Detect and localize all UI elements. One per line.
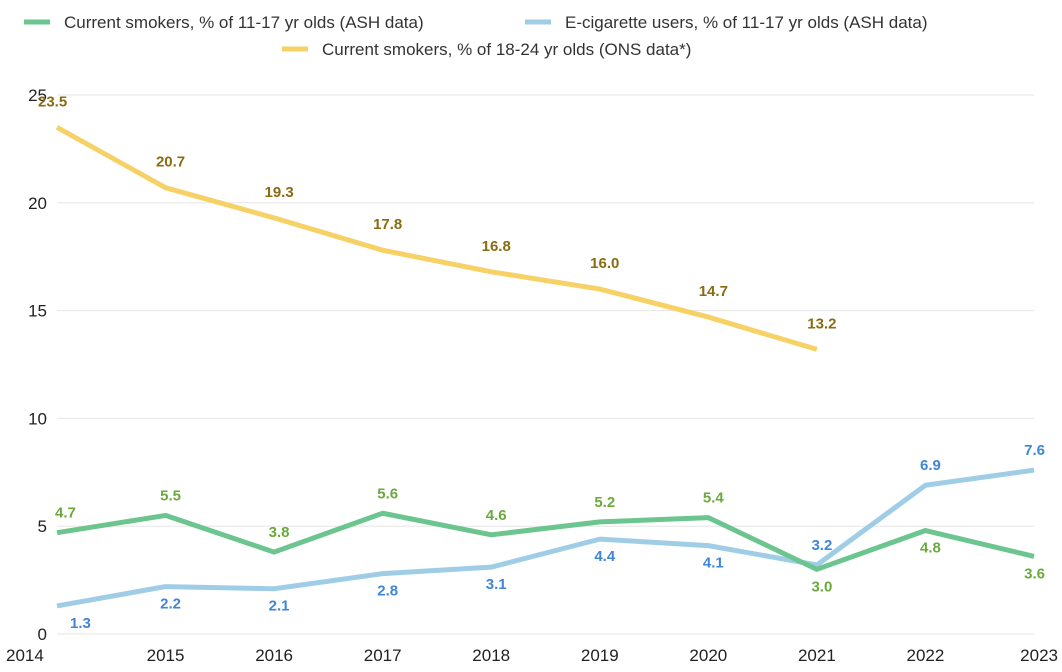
legend-item-adult-smokers: Current smokers, % of 18-24 yr olds (ONS… [282,40,691,59]
legend-item-ecig-users: E-cigarette users, % of 11-17 yr olds (A… [525,13,928,32]
data-label: 2.8 [377,583,398,600]
data-label: 7.6 [1024,442,1045,459]
data-label: 5.4 [703,490,725,507]
data-label: 14.7 [699,283,728,300]
x-tick-label: 2018 [472,646,510,665]
x-tick-label: 2017 [364,646,402,665]
x-tick-label: 2023 [1020,646,1058,665]
data-label: 23.5 [38,93,67,110]
data-label: 16.0 [590,255,619,272]
data-label: 17.8 [373,216,402,233]
series-line-1 [56,467,1035,609]
y-tick-label: 15 [28,302,47,321]
data-label: 13.2 [807,315,836,332]
data-label: 5.2 [594,494,615,511]
x-tick-label: 2021 [798,646,836,665]
data-label: 5.6 [377,485,398,502]
y-tick-label: 10 [28,409,47,428]
data-label: 4.4 [594,548,616,565]
data-label: 4.7 [55,505,76,522]
series-line-0 [56,510,1035,572]
x-tick-label: 2020 [689,646,727,665]
data-label: 16.8 [482,238,511,255]
data-label: 2.2 [160,596,181,613]
data-labels: 23.5 20.7 19.3 17.8 16.8 16.0 14.7 13.2 4.7 1.3 5.… [38,93,1045,632]
chart-legend: Current smokers, % of 11-17 yr olds (ASH… [24,13,928,59]
legend-label-ecig-users: E-cigarette users, % of 11-17 yr olds (A… [565,13,928,32]
data-label: 4.1 [703,555,724,572]
legend-item-youth-smokers: Current smokers, % of 11-17 yr olds (ASH… [24,13,424,32]
x-axis: 2014 2015 2016 2017 2018 2019 2020 2021 2022 2023 [6,646,1058,665]
data-label: 4.6 [486,507,507,524]
data-label: 20.7 [156,154,185,171]
data-label: 19.3 [265,184,294,201]
data-label: 6.9 [920,457,941,474]
data-label: 3.8 [269,524,290,541]
x-tick-label: 2015 [147,646,185,665]
y-axis: 0 5 10 15 20 25 [28,86,47,644]
data-label: 2.1 [269,598,290,615]
data-label: 4.8 [920,540,941,557]
y-tick-label: 25 [28,86,47,105]
x-tick-label: 2014 [6,646,44,665]
y-tick-label: 0 [38,625,47,644]
legend-label-adult-smokers: Current smokers, % of 18-24 yr olds (ONS… [322,40,691,59]
legend-label-youth-smokers: Current smokers, % of 11-17 yr olds (ASH… [64,13,424,32]
data-label: 3.0 [811,578,832,595]
x-tick-label: 2022 [907,646,945,665]
y-tick-label: 20 [28,194,47,213]
data-label: 3.6 [1024,565,1045,582]
series-lines [55,125,1035,609]
y-tick-label: 5 [38,517,47,536]
series-line-2 [55,125,818,352]
x-tick-label: 2016 [255,646,293,665]
x-tick-label: 2019 [581,646,619,665]
data-label: 5.5 [160,487,181,504]
data-label: 3.1 [486,576,507,593]
data-label: 3.2 [811,537,832,554]
data-label: 1.3 [70,615,91,632]
